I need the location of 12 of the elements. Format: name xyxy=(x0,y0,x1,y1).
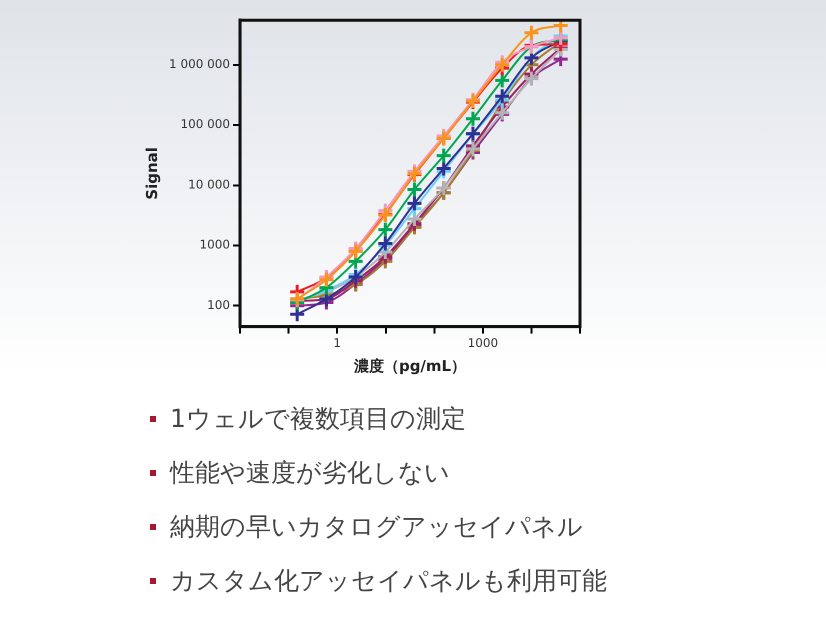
text: カスタム化アッセイパネルも利用可能 xyxy=(170,565,607,597)
text: 納期の早いカタログアッセイパネル xyxy=(170,511,583,543)
y-axis-title: Signal xyxy=(142,147,161,200)
x-tick-label: 1 xyxy=(333,336,342,350)
text: 性能や速度が劣化しない xyxy=(170,457,450,489)
y-tick-label: 1 000 000 xyxy=(168,56,230,71)
y-tick-label: 1000 xyxy=(200,238,230,252)
y-tick-label: 100 xyxy=(207,298,230,312)
y-tick-label: 100 000 xyxy=(180,117,230,132)
text: 1ウェルで複数項目の測定 xyxy=(170,403,466,435)
x-axis-title: 濃度（pg/mL） xyxy=(352,356,466,375)
y-tick-label: 10 000 xyxy=(188,177,230,192)
